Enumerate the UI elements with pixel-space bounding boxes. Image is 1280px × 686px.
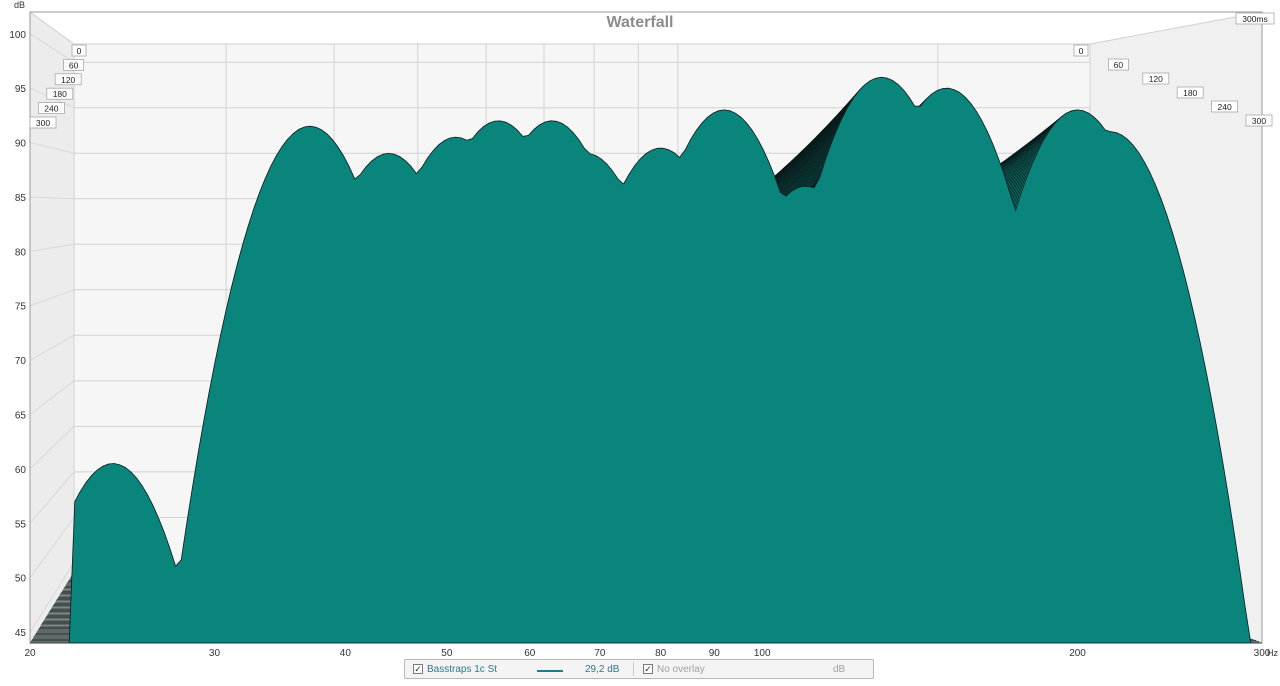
grid-line-y-side [29, 380, 75, 415]
grid-line-y-side [29, 562, 75, 633]
time-tick-left-box [38, 102, 65, 114]
grid-line-y-side [29, 517, 75, 579]
chart-title: Waterfall [607, 14, 674, 31]
x-tick-label: 100 [754, 648, 771, 659]
y-tick-label: 55 [15, 519, 27, 530]
overlay-label: No overlay [657, 664, 705, 675]
grid-line-y-side [29, 289, 75, 307]
time-tick-right-box [1108, 58, 1129, 71]
time-tick-right-box [1073, 44, 1089, 57]
time-tick-left-box [63, 59, 84, 71]
x-tick-label: 300 [1254, 648, 1271, 659]
x-tick-label: 40 [340, 648, 352, 659]
grid-line-y-side [29, 471, 75, 524]
x-tick-label: 50 [441, 648, 453, 659]
time-tick-right-box [1142, 72, 1170, 85]
x-tick-label: 20 [24, 648, 36, 659]
time-tick-right: 60 [1114, 60, 1124, 70]
series-line-swatch [537, 670, 563, 672]
y-tick-label: 90 [15, 139, 27, 150]
x-axis-label: Hz [1267, 648, 1278, 658]
time-tick-left-box [29, 116, 57, 129]
y-tick-label: 65 [15, 411, 27, 422]
time-tick-right: 0 [1079, 46, 1084, 56]
series-value: 29,2 dB [585, 664, 620, 675]
time-tick-right: 180 [1183, 88, 1197, 98]
x-tick-label: 70 [594, 648, 606, 659]
y-tick-label: 60 [15, 465, 27, 476]
time-axis-label: 300ms [1242, 14, 1268, 24]
y-tick-label: 95 [15, 84, 27, 95]
x-tick-label: 30 [209, 648, 221, 659]
time-tick-left: 180 [53, 89, 67, 99]
y-tick-label: 70 [15, 356, 27, 367]
series-name: Basstraps 1c St [427, 664, 498, 675]
y-tick-label: 45 [15, 628, 27, 639]
grid-line-y-side [29, 334, 75, 361]
x-tick-label: 200 [1069, 648, 1086, 659]
series-visibility-checkbox[interactable]: ✓ [413, 664, 423, 674]
x-tick-label: 80 [655, 648, 667, 659]
x-tick-label: 90 [709, 648, 721, 659]
y-tick-label: 100 [9, 30, 26, 41]
grid-line-y-side [29, 196, 75, 200]
time-tick-left-box [46, 87, 74, 100]
time-tick-right: 300 [1252, 116, 1266, 126]
grid-line-y-side [29, 142, 75, 154]
y-tick-label: 80 [15, 247, 27, 258]
time-tick-right: 240 [1218, 102, 1232, 112]
legend-divider [633, 662, 634, 676]
overlay-unit: dB [833, 664, 846, 675]
y-tick-label: 50 [15, 574, 27, 585]
time-tick-left-box [71, 44, 87, 57]
time-axis-label-box [1235, 12, 1275, 25]
time-tick-left: 120 [61, 75, 75, 85]
y-axis-label: dB [14, 0, 25, 10]
y-tick-label: 75 [15, 302, 27, 313]
time-tick-left: 240 [44, 104, 58, 114]
time-tick-right-box [1211, 100, 1238, 113]
time-tick-left: 300 [36, 118, 50, 128]
waterfall-slice [30, 76, 1262, 644]
time-tick-right-box [1245, 114, 1273, 127]
y-tick-label: 85 [15, 193, 27, 204]
x-tick-label: 60 [524, 648, 536, 659]
time-tick-left: 0 [77, 46, 82, 56]
time-tick-right-box [1176, 86, 1204, 99]
grid-line-y-side [29, 243, 75, 252]
grid-line-y-side [29, 425, 75, 470]
grid-line-y-side [29, 33, 75, 63]
time-tick-left-box [54, 73, 82, 86]
legend-bar: ✓ Basstraps 1c St 29,2 dB ✓ No overlay d… [404, 659, 874, 679]
time-tick-right: 120 [1149, 74, 1163, 84]
overlay-checkbox[interactable]: ✓ [643, 664, 653, 674]
time-tick-left: 60 [69, 60, 79, 70]
